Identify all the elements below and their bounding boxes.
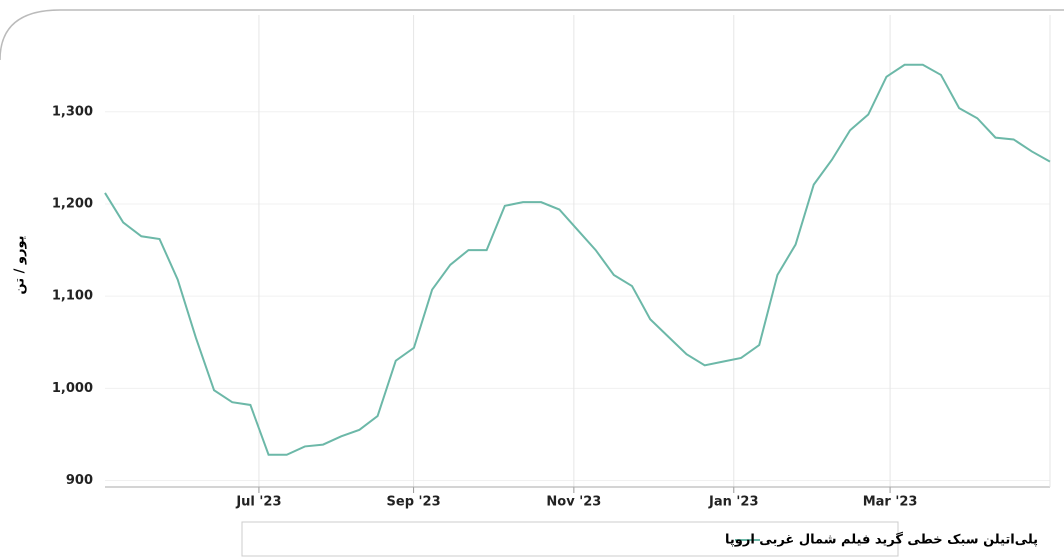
y-axis-label: یورو / تن <box>13 236 28 295</box>
series-line <box>104 63 1051 456</box>
x-tick-label: Nov '23 <box>546 495 601 510</box>
y-tick-label: 1,100 <box>52 289 93 304</box>
x-tick-label: Mar '23 <box>863 495 918 510</box>
legend-label: پلی‌اتیلن سبک خطی گرید فیلم شمال غربی ار… <box>725 532 1038 548</box>
y-tick-label: 1,300 <box>52 104 93 119</box>
y-tick-label: 900 <box>66 473 93 488</box>
x-tick-label: Jan '23 <box>708 495 758 510</box>
x-tick-label: Jul '23 <box>235 495 281 510</box>
y-tick-label: 1,000 <box>52 381 93 396</box>
legend-box <box>241 521 899 557</box>
x-tick-label: Sep '23 <box>387 495 441 510</box>
y-tick-label: 1,200 <box>52 196 93 211</box>
frame <box>0 9 1064 61</box>
